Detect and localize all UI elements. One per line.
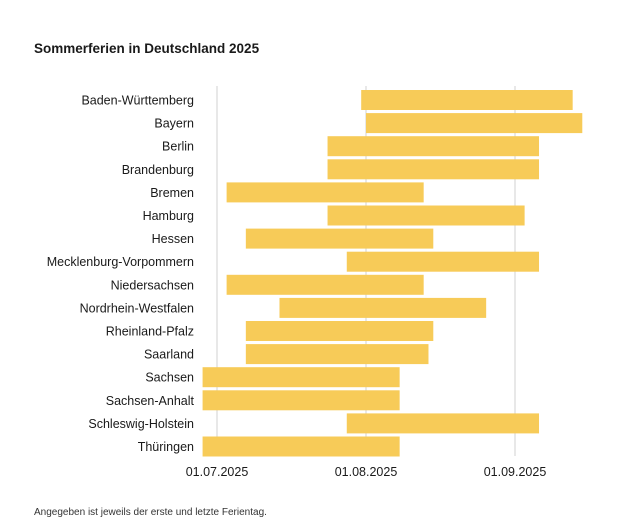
footnote: Angegeben ist jeweils der erste und letz…	[34, 507, 267, 518]
bar	[327, 159, 540, 180]
bar	[279, 297, 487, 318]
bar	[202, 367, 400, 388]
bar	[366, 113, 583, 134]
bar	[346, 413, 540, 434]
bar	[245, 344, 429, 365]
chart-title: Sommerferien in Deutschland 2025	[34, 41, 260, 56]
bar	[361, 90, 573, 110]
x-tick-label: 01.08.2025	[335, 465, 398, 479]
bar	[327, 205, 525, 226]
x-axis-tick-labels: 01.07.2025 01.08.2025 01.09.2025	[186, 465, 547, 479]
category-label: Rheinland-Pfalz	[106, 325, 194, 339]
bar	[202, 436, 400, 457]
category-label: Schleswig-Holstein	[88, 417, 194, 431]
range-bar-chart: Baden-Württemberg Bayern Berlin Brandenburg…	[47, 86, 583, 479]
category-label: Mecklenburg-Vorpommern	[47, 255, 194, 269]
category-label: Baden-Württemberg	[81, 94, 194, 108]
category-label: Bayern	[154, 117, 194, 131]
bar	[245, 228, 434, 249]
bar	[226, 182, 424, 203]
bar	[327, 136, 540, 157]
category-label: Saarland	[144, 348, 194, 362]
category-label: Bremen	[150, 186, 194, 200]
bar	[245, 321, 434, 341]
category-label: Hamburg	[143, 209, 194, 223]
category-label: Brandenburg	[122, 163, 194, 177]
category-label: Sachsen	[145, 371, 194, 385]
category-label: Sachsen-Anhalt	[106, 394, 195, 408]
bars	[202, 90, 583, 457]
category-label: Niedersachsen	[111, 278, 194, 292]
bar	[346, 251, 540, 272]
category-labels: Baden-Württemberg Bayern Berlin Brandenburg…	[47, 94, 195, 455]
bar	[226, 274, 424, 295]
bar	[202, 390, 400, 411]
x-tick-label: 01.07.2025	[186, 465, 249, 479]
category-label: Berlin	[162, 140, 194, 154]
x-tick-label: 01.09.2025	[484, 465, 547, 479]
category-label: Thüringen	[138, 440, 194, 454]
category-label: Hessen	[152, 232, 194, 246]
category-label: Nordrhein-Westfalen	[80, 301, 194, 315]
